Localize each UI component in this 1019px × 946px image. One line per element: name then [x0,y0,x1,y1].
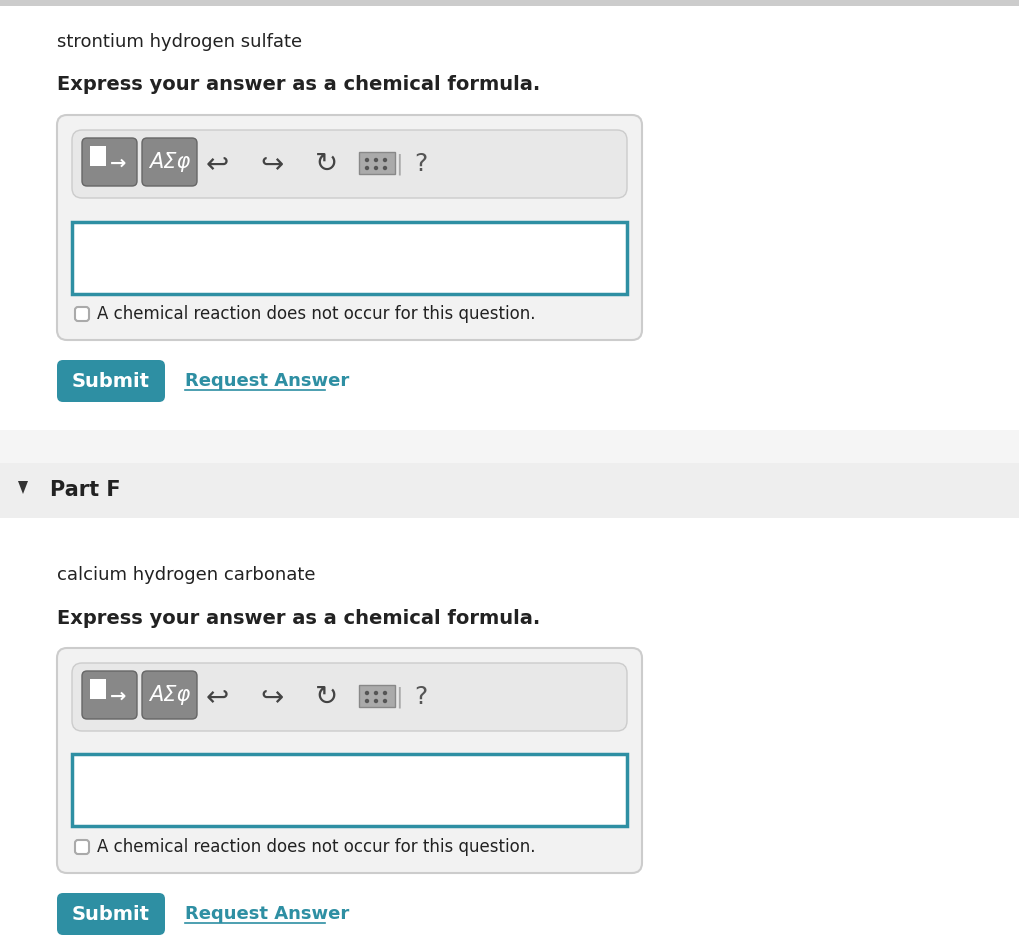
Text: A chemical reaction does not occur for this question.: A chemical reaction does not occur for t… [97,838,535,856]
Bar [0,463,1019,518]
FancyBboxPatch shape [57,648,641,873]
Text: Part F: Part F [50,480,120,500]
Text: Express your answer as a chemical formula.: Express your answer as a chemical formul… [57,76,540,95]
Text: ↻: ↻ [315,683,338,711]
Text: ↪: ↪ [260,683,283,711]
Polygon shape [18,481,28,494]
Text: |: | [394,686,403,708]
Bar [0,518,1019,946]
Text: Submit: Submit [72,372,150,391]
Circle shape [374,692,377,694]
Text: Submit: Submit [72,904,150,923]
Text: strontium hydrogen sulfate: strontium hydrogen sulfate [57,33,302,51]
Text: Express your answer as a chemical formula.: Express your answer as a chemical formul… [57,608,540,627]
FancyBboxPatch shape [82,138,137,186]
Circle shape [383,159,386,162]
Text: ΑΣφ: ΑΣφ [149,685,190,705]
Text: ΑΣφ: ΑΣφ [149,152,190,172]
FancyBboxPatch shape [142,138,197,186]
Text: ?: ? [414,685,427,709]
FancyBboxPatch shape [82,671,137,719]
Circle shape [374,699,377,703]
Circle shape [383,166,386,169]
Text: ↻: ↻ [315,150,338,178]
FancyBboxPatch shape [75,307,89,321]
Bar [359,152,394,174]
Bar [90,146,106,166]
Text: ↩: ↩ [205,150,228,178]
Text: ↩: ↩ [205,683,228,711]
FancyBboxPatch shape [72,663,627,731]
Circle shape [365,166,368,169]
Text: Request Answer: Request Answer [184,372,348,390]
Bar [0,0,1019,430]
Text: →: → [109,687,125,706]
Circle shape [383,699,386,703]
Text: ↪: ↪ [260,150,283,178]
Text: Request Answer: Request Answer [184,905,348,923]
FancyBboxPatch shape [57,360,165,402]
Circle shape [365,692,368,694]
Circle shape [383,692,386,694]
Bar [359,685,394,707]
Circle shape [365,699,368,703]
Circle shape [374,159,377,162]
Text: A chemical reaction does not occur for this question.: A chemical reaction does not occur for t… [97,305,535,323]
FancyBboxPatch shape [57,115,641,340]
Text: calcium hydrogen carbonate: calcium hydrogen carbonate [57,566,315,584]
Bar [72,222,627,294]
Text: →: → [109,153,125,172]
Text: ?: ? [414,152,427,176]
FancyBboxPatch shape [57,893,165,935]
Circle shape [365,159,368,162]
Bar [72,754,627,826]
Circle shape [374,166,377,169]
Bar [90,679,106,699]
FancyBboxPatch shape [142,671,197,719]
Bar [0,0,1019,6]
FancyBboxPatch shape [72,130,627,198]
FancyBboxPatch shape [75,840,89,854]
Text: |: | [394,153,403,175]
